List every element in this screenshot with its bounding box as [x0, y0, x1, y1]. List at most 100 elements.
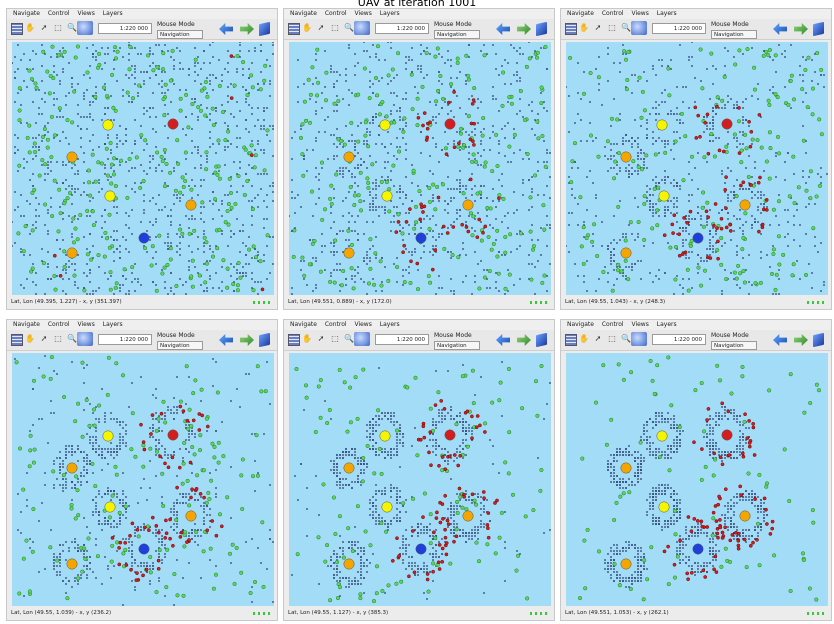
menu-views[interactable]: Views — [77, 10, 95, 17]
agent-green — [328, 279, 333, 284]
menu-control[interactable]: Control — [47, 321, 70, 328]
map-view[interactable] — [289, 42, 551, 295]
pointer-icon[interactable]: ➚ — [594, 23, 602, 32]
select-box-icon[interactable]: ⬚ — [54, 23, 62, 32]
menu-navigate[interactable]: Navigate — [13, 10, 40, 17]
pointer-icon[interactable]: ➚ — [317, 23, 325, 32]
scale-input[interactable]: 1:220 000 — [98, 334, 152, 345]
select-box-icon[interactable]: ⬚ — [54, 334, 62, 343]
menu-layers[interactable]: Layers — [379, 321, 400, 328]
agent-green — [817, 117, 822, 122]
pointer-icon[interactable]: ➚ — [40, 23, 48, 32]
zoom-icon[interactable]: 🔍 — [67, 334, 77, 343]
grid-icon[interactable] — [288, 334, 300, 346]
mouse-mode-select[interactable]: Navigation — [434, 30, 480, 39]
sensor-node — [369, 155, 371, 157]
back-arrow-icon[interactable] — [219, 334, 233, 346]
forward-arrow-icon[interactable] — [794, 23, 808, 35]
agent-green — [215, 172, 220, 177]
hand-icon[interactable]: ✋ — [302, 334, 312, 343]
cube-icon[interactable] — [259, 21, 270, 37]
mouse-mode-select[interactable]: Navigation — [157, 30, 203, 39]
globe-icon[interactable] — [77, 332, 93, 346]
back-arrow-icon[interactable] — [773, 23, 787, 35]
back-arrow-icon[interactable] — [219, 23, 233, 35]
sensor-node — [610, 158, 612, 160]
hand-icon[interactable]: ✋ — [25, 334, 35, 343]
grid-icon[interactable] — [11, 334, 23, 346]
agent-green — [413, 204, 419, 209]
sensor-node — [155, 454, 157, 456]
menu-layers[interactable]: Layers — [379, 10, 400, 17]
scale-input[interactable]: 1:220 000 — [98, 23, 152, 34]
mouse-mode-label: Mouse Mode — [157, 21, 195, 28]
back-arrow-icon[interactable] — [496, 23, 510, 35]
sensor-node — [116, 493, 118, 495]
cube-icon[interactable] — [536, 21, 547, 37]
scale-input[interactable]: 1:220 000 — [652, 23, 706, 34]
scale-input[interactable]: 1:220 000 — [375, 23, 429, 34]
hand-icon[interactable]: ✋ — [302, 23, 312, 32]
scale-input[interactable]: 1:220 000 — [375, 334, 429, 345]
sensor-node — [119, 421, 121, 423]
globe-icon[interactable] — [631, 21, 647, 35]
forward-arrow-icon[interactable] — [240, 334, 254, 346]
menu-navigate[interactable]: Navigate — [290, 10, 317, 17]
menu-views[interactable]: Views — [77, 321, 95, 328]
sensor-node — [435, 245, 437, 247]
back-arrow-icon[interactable] — [496, 334, 510, 346]
agent-green — [788, 78, 793, 83]
menu-control[interactable]: Control — [601, 10, 624, 17]
select-box-icon[interactable]: ⬚ — [331, 334, 339, 343]
menu-views[interactable]: Views — [354, 10, 372, 17]
sensor-node — [71, 203, 73, 205]
sensor-node — [291, 287, 293, 289]
menu-views[interactable]: Views — [354, 321, 372, 328]
mouse-mode-label: Mouse Mode — [711, 21, 749, 28]
menu-control[interactable]: Control — [47, 10, 70, 17]
zoom-icon[interactable]: 🔍 — [67, 23, 77, 32]
forward-arrow-icon[interactable] — [517, 23, 531, 35]
map-view[interactable] — [566, 42, 828, 295]
menu-control[interactable]: Control — [324, 321, 347, 328]
sensor-node — [86, 481, 88, 483]
globe-icon[interactable] — [354, 332, 370, 346]
agent-red — [477, 217, 482, 222]
select-box-icon[interactable]: ⬚ — [331, 23, 339, 32]
mouse-mode-select[interactable]: Navigation — [434, 341, 480, 350]
globe-icon[interactable] — [354, 21, 370, 35]
cube-icon[interactable] — [536, 332, 547, 348]
sensor-node — [77, 547, 79, 549]
menu-layers[interactable]: Layers — [102, 10, 123, 17]
pointer-icon[interactable]: ➚ — [40, 334, 48, 343]
grid-icon[interactable] — [565, 23, 577, 35]
menu-control[interactable]: Control — [324, 10, 347, 17]
zoom-icon[interactable]: 🔍 — [344, 23, 354, 32]
cube-icon[interactable] — [259, 332, 270, 348]
forward-arrow-icon[interactable] — [240, 23, 254, 35]
menu-navigate[interactable]: Navigate — [13, 321, 40, 328]
select-box-icon[interactable]: ⬚ — [608, 23, 616, 32]
map-view[interactable] — [12, 353, 274, 606]
zoom-icon[interactable]: 🔍 — [344, 334, 354, 343]
mouse-mode-select[interactable]: Navigation — [157, 341, 203, 350]
map-view[interactable] — [289, 353, 551, 606]
menu-navigate[interactable]: Navigate — [567, 10, 594, 17]
grid-icon[interactable] — [288, 23, 300, 35]
map-view[interactable] — [12, 42, 274, 295]
grid-icon[interactable] — [11, 23, 23, 35]
sensor-node — [736, 104, 738, 106]
menu-navigate[interactable]: Navigate — [290, 321, 317, 328]
menu-layers[interactable]: Layers — [102, 321, 123, 328]
menu-layers[interactable]: Layers — [656, 10, 677, 17]
forward-arrow-icon[interactable] — [517, 334, 531, 346]
cube-icon[interactable] — [813, 21, 824, 37]
hand-icon[interactable]: ✋ — [579, 23, 589, 32]
menu-views[interactable]: Views — [631, 10, 649, 17]
globe-icon[interactable] — [77, 21, 93, 35]
mouse-mode-select[interactable]: Navigation — [711, 30, 757, 39]
zoom-icon[interactable]: 🔍 — [621, 23, 631, 32]
pointer-icon[interactable]: ➚ — [317, 334, 325, 343]
hand-icon[interactable]: ✋ — [25, 23, 35, 32]
sensor-node — [354, 191, 356, 193]
